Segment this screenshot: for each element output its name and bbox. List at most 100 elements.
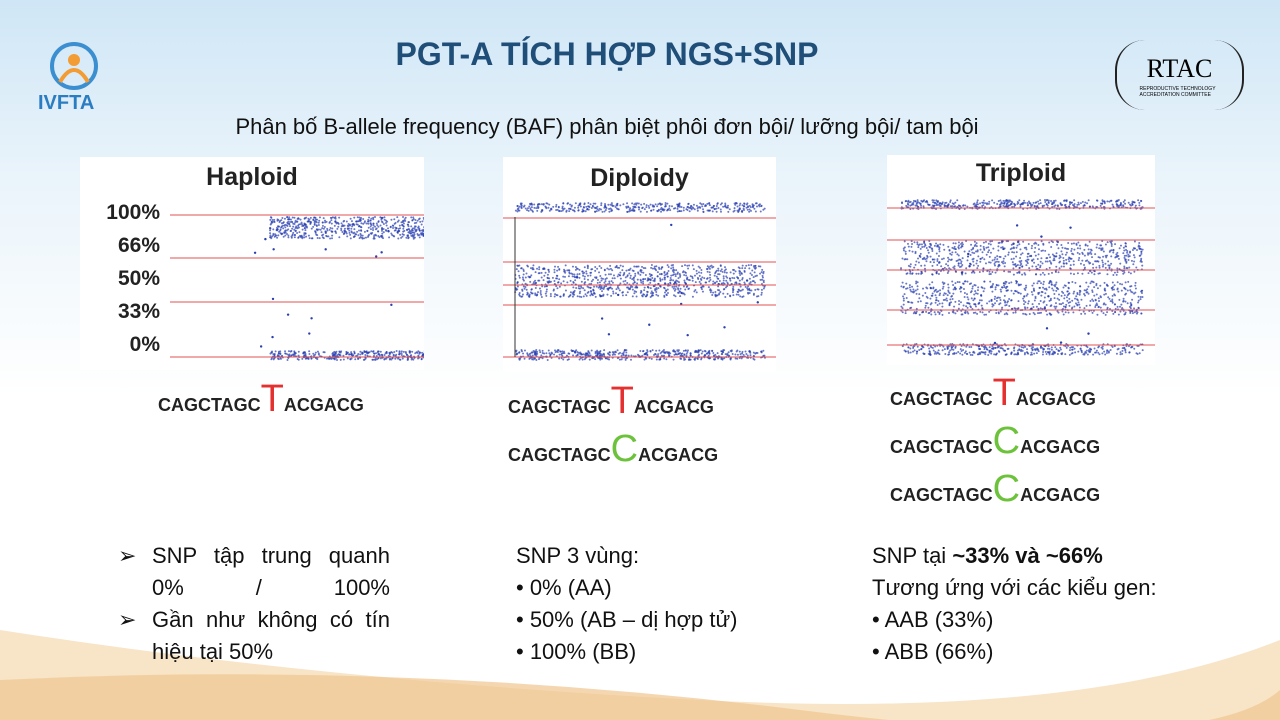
dot	[360, 229, 363, 232]
dot	[555, 205, 558, 208]
dot	[999, 199, 1002, 202]
dot	[324, 219, 327, 222]
dot	[671, 285, 674, 288]
dot	[345, 232, 348, 235]
dot	[521, 293, 524, 296]
dot	[612, 290, 615, 293]
dot	[1039, 273, 1042, 276]
dot	[365, 222, 368, 225]
dot	[932, 261, 935, 264]
dot	[599, 294, 602, 298]
dot	[959, 205, 962, 208]
dot	[543, 274, 546, 277]
dot	[949, 298, 952, 301]
dot	[622, 280, 625, 283]
dot	[929, 261, 932, 264]
dot	[1115, 253, 1118, 256]
dot	[974, 250, 977, 253]
dot	[948, 267, 951, 270]
dot	[988, 300, 991, 303]
dot	[902, 303, 905, 306]
dot	[670, 223, 673, 227]
dot	[740, 210, 743, 213]
dot	[1022, 240, 1025, 243]
dot	[609, 264, 612, 267]
dot	[1123, 199, 1126, 202]
dot	[1034, 246, 1037, 249]
dot	[976, 203, 979, 206]
dot	[585, 270, 588, 273]
dot	[953, 305, 956, 308]
dot	[716, 202, 719, 205]
dot	[287, 234, 290, 237]
dot	[397, 229, 400, 232]
dot	[750, 274, 753, 277]
dot	[964, 312, 967, 315]
dot	[1127, 259, 1130, 262]
dot	[569, 279, 572, 282]
dot	[1027, 242, 1030, 245]
dot	[1038, 286, 1041, 289]
dot	[693, 290, 696, 293]
dot	[549, 293, 552, 296]
dot	[956, 253, 959, 256]
dot	[1015, 280, 1018, 283]
dot	[707, 266, 710, 269]
dot	[684, 288, 687, 291]
dot	[915, 260, 918, 263]
dot	[632, 282, 635, 285]
dot	[1001, 246, 1004, 249]
dot	[979, 310, 982, 313]
dot	[972, 203, 975, 206]
dot	[1061, 246, 1064, 249]
dot	[936, 304, 939, 307]
dot	[1119, 262, 1122, 265]
dot	[619, 204, 622, 207]
dot	[1047, 199, 1050, 202]
dot	[590, 280, 593, 283]
dot	[997, 311, 1000, 314]
dot	[611, 281, 614, 284]
dot	[1055, 305, 1058, 308]
dot	[644, 273, 647, 276]
dot	[902, 295, 905, 298]
dot	[737, 277, 740, 280]
dot	[659, 277, 662, 280]
dot	[703, 277, 706, 280]
dot	[1115, 255, 1118, 258]
dot	[616, 275, 619, 278]
dot	[1048, 312, 1051, 315]
dot	[931, 273, 934, 276]
dot	[988, 310, 991, 313]
dot	[398, 353, 401, 356]
dot	[383, 216, 386, 219]
dot	[547, 349, 550, 352]
dot	[928, 203, 931, 206]
dot	[726, 276, 729, 279]
dot	[291, 216, 294, 219]
dot	[1064, 247, 1067, 250]
dot	[571, 295, 574, 298]
dot	[1039, 260, 1042, 263]
dot	[742, 295, 745, 298]
dot	[1091, 311, 1094, 314]
dot	[1071, 306, 1074, 309]
dot	[1073, 199, 1076, 202]
dot	[1009, 270, 1012, 273]
dot	[741, 350, 744, 353]
dot	[1079, 247, 1082, 250]
dot	[1097, 305, 1100, 308]
dot	[281, 224, 284, 227]
dot	[396, 220, 399, 223]
dot	[996, 202, 999, 205]
dot	[624, 358, 627, 361]
dot	[273, 220, 276, 223]
dot	[308, 332, 311, 335]
dot	[656, 271, 659, 274]
dot	[980, 304, 983, 307]
dot	[288, 353, 291, 356]
dot	[540, 293, 543, 296]
dot	[1140, 257, 1143, 260]
dot	[1072, 242, 1075, 245]
dot	[616, 208, 619, 211]
